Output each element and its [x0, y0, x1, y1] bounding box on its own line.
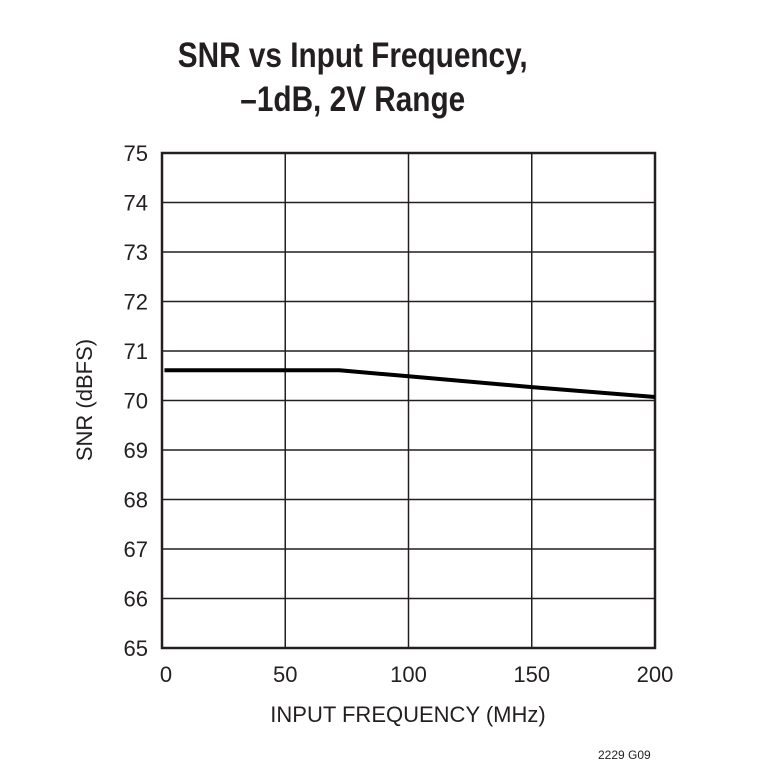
- x-tick-label: 100: [390, 662, 427, 687]
- y-axis-label: SNR (dBFS): [72, 339, 97, 461]
- y-tick-label: 66: [124, 587, 148, 612]
- y-tick-label: 68: [124, 488, 148, 513]
- snr-series-line: [164, 368, 656, 400]
- y-tick-label: 72: [124, 290, 148, 315]
- y-tick-label: 75: [124, 141, 148, 166]
- chart-title-line-1: SNR vs Input Frequency,: [177, 36, 528, 75]
- chart-title-line-2: –1dB, 2V Range: [240, 80, 466, 119]
- x-tick-label: 200: [637, 662, 674, 687]
- y-tick-label: 65: [124, 636, 148, 661]
- plot-frame: [160, 151, 657, 650]
- y-tick-label: 73: [124, 240, 148, 265]
- y-tick-label: 70: [124, 389, 148, 414]
- y-tick-label: 69: [124, 438, 148, 463]
- figure-id: 2229 G09: [598, 748, 651, 762]
- y-tick-label: 71: [124, 339, 148, 364]
- x-tick-label: 0: [160, 662, 172, 687]
- x-tick-label: 150: [513, 662, 550, 687]
- y-tick-label: 67: [124, 537, 148, 562]
- y-tick-label: 74: [124, 191, 148, 216]
- x-tick-label: 50: [273, 662, 297, 687]
- x-axis-label: INPUT FREQUENCY (MHz): [270, 702, 545, 727]
